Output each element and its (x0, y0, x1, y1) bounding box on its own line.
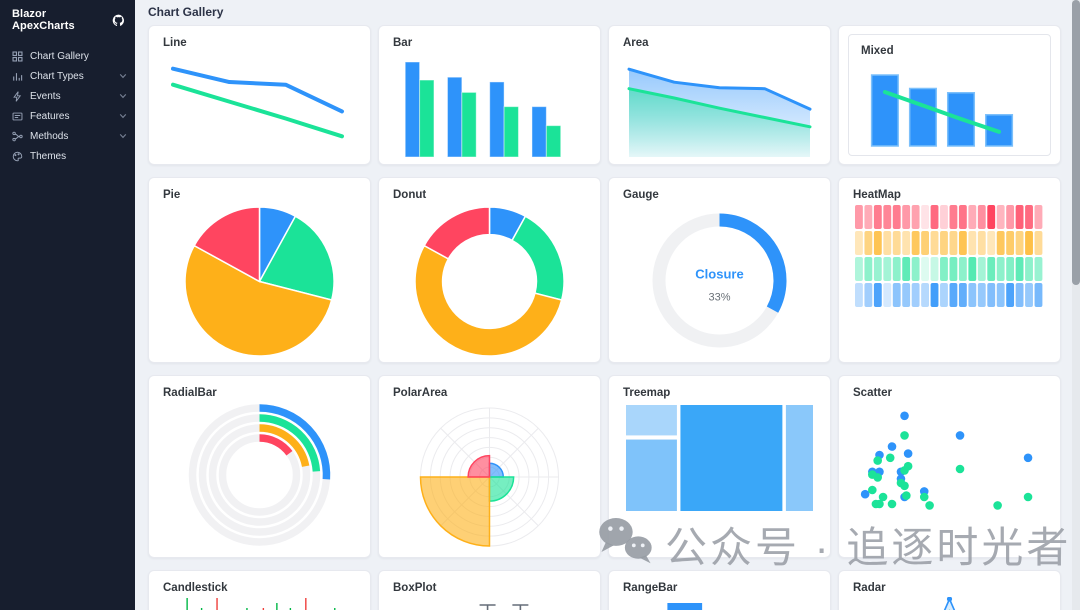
radialbar-chart-canvas[interactable] (163, 402, 356, 552)
card-title: HeatMap (853, 189, 901, 201)
brand-link[interactable]: Blazor ApexCharts (0, 0, 135, 38)
chart-grid: Line Bar Area Mixed Pie Donut Gauge (135, 25, 1080, 610)
scrollbar-thumb[interactable] (1072, 0, 1080, 285)
sidebar: Blazor ApexCharts Chart Gallery Chart Ty… (0, 0, 135, 610)
sidebar-item-chart-gallery[interactable]: Chart Gallery (0, 46, 135, 66)
chart-card-mixed[interactable]: Mixed (838, 25, 1061, 165)
sidebar-item-methods[interactable]: Methods (0, 126, 135, 146)
card-title: Bar (393, 37, 413, 49)
chart-types-icon (12, 71, 23, 82)
gauge-chart-canvas[interactable]: Closure 33% (623, 204, 816, 357)
sidebar-item-label: Methods (30, 130, 69, 142)
features-icon (12, 111, 23, 122)
sidebar-item-events[interactable]: Events (0, 86, 135, 106)
card-title: Area (623, 37, 649, 49)
sidebar-nav: Chart Gallery Chart Types Events Feature… (0, 46, 135, 166)
sidebar-item-label: Features (30, 110, 70, 122)
line-chart-canvas[interactable] (163, 52, 356, 159)
area-chart-canvas[interactable] (623, 52, 816, 159)
card-title: Radar (853, 582, 886, 594)
sidebar-item-label: Themes (30, 150, 67, 162)
chart-card-bar[interactable]: Bar (378, 25, 601, 165)
svg-text:Closure: Closure (695, 267, 743, 282)
heatmap-chart-canvas[interactable] (853, 204, 1046, 357)
donut-chart-canvas[interactable] (393, 204, 586, 357)
brand-title: Blazor ApexCharts (12, 8, 75, 32)
themes-icon (12, 151, 23, 162)
chevron-down-icon[interactable] (119, 92, 127, 100)
chart-card-candlestick[interactable]: Candlestick (148, 570, 371, 610)
gallery-icon (12, 50, 23, 62)
mixed-inner-panel: Mixed (848, 34, 1051, 156)
mixed-chart-canvas[interactable] (861, 60, 1038, 151)
chart-card-pie[interactable]: Pie (148, 177, 371, 363)
vertical-scrollbar[interactable] (1072, 0, 1080, 610)
card-title: Mixed (861, 45, 894, 57)
card-title: PolarArea (393, 387, 448, 399)
sidebar-item-themes[interactable]: Themes (0, 146, 135, 166)
github-icon[interactable] (112, 14, 125, 27)
sidebar-item-label: Chart Types (30, 70, 84, 82)
chart-card-donut[interactable]: Donut (378, 177, 601, 363)
chart-card-scatter[interactable]: Scatter (838, 375, 1061, 558)
svg-text:33%: 33% (708, 292, 730, 304)
chevron-down-icon[interactable] (119, 112, 127, 120)
card-title: RadialBar (163, 387, 217, 399)
pie-chart-canvas[interactable] (163, 204, 356, 357)
card-title: Treemap (623, 387, 671, 399)
polararea-chart-canvas[interactable] (393, 402, 586, 552)
page-title: Chart Gallery (148, 5, 224, 19)
chart-card-polararea[interactable]: PolarArea (378, 375, 601, 558)
card-title: BoxPlot (393, 582, 437, 594)
boxplot-chart-canvas[interactable] (393, 597, 586, 610)
chart-card-boxplot[interactable]: BoxPlot (378, 570, 601, 610)
sidebar-item-features[interactable]: Features (0, 106, 135, 126)
chart-card-rangebar[interactable]: RangeBar (608, 570, 831, 610)
sidebar-item-label: Chart Gallery (30, 50, 89, 62)
methods-icon (12, 131, 23, 142)
chart-card-radialbar[interactable]: RadialBar (148, 375, 371, 558)
chevron-down-icon[interactable] (119, 132, 127, 140)
rangebar-chart-canvas[interactable] (623, 597, 816, 610)
card-title: Gauge (623, 189, 659, 201)
card-title: Line (163, 37, 187, 49)
chart-card-treemap[interactable]: Treemap (608, 375, 831, 558)
card-title: RangeBar (623, 582, 678, 594)
chart-card-gauge[interactable]: Gauge Closure 33% (608, 177, 831, 363)
chart-card-heatmap[interactable]: HeatMap (838, 177, 1061, 363)
chart-card-line[interactable]: Line (148, 25, 371, 165)
chart-card-radar[interactable]: Radar (838, 570, 1061, 610)
treemap-chart-canvas[interactable] (623, 402, 816, 552)
main-content: Chart Gallery Line Bar Area Mixed Pie Do… (135, 0, 1080, 610)
card-title: Pie (163, 189, 181, 201)
candlestick-chart-canvas[interactable] (163, 597, 356, 610)
card-title: Candlestick (163, 582, 228, 594)
events-icon (12, 90, 23, 102)
scatter-chart-canvas[interactable] (853, 402, 1046, 552)
card-title: Scatter (853, 387, 892, 399)
card-title: Donut (393, 189, 427, 201)
chart-card-area[interactable]: Area (608, 25, 831, 165)
radar-chart-canvas[interactable] (853, 597, 1046, 610)
chevron-down-icon[interactable] (119, 72, 127, 80)
bar-chart-canvas[interactable] (393, 52, 586, 159)
sidebar-item-chart-types[interactable]: Chart Types (0, 66, 135, 86)
sidebar-item-label: Events (30, 90, 61, 102)
